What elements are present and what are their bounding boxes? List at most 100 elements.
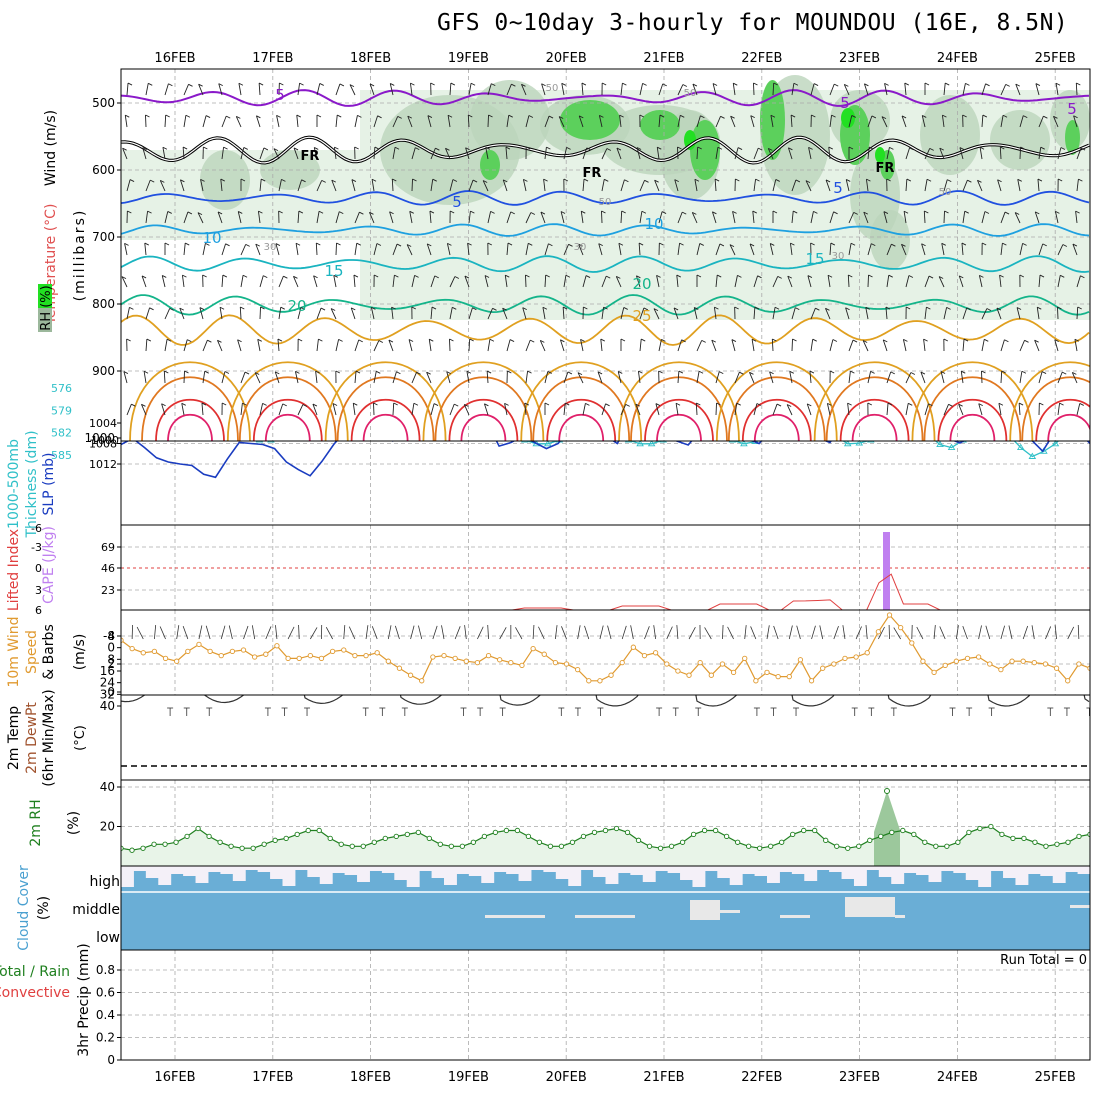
wind-barb-flag (283, 275, 288, 279)
wind-barb-flag (293, 275, 298, 279)
wind-barb (183, 211, 189, 224)
thickness-marker (176, 389, 182, 394)
wind-barb (905, 179, 908, 192)
wind-barb-flag (169, 308, 174, 311)
wind-barb (1054, 211, 1059, 224)
wind-barb-flag (790, 242, 795, 246)
thickness-marker (383, 392, 389, 397)
wind10m-barb (584, 625, 590, 640)
wind-barb-flag (883, 339, 888, 343)
wind-barb-flag (339, 83, 345, 87)
wind-barb-flag (605, 403, 610, 407)
wind-barb (506, 84, 512, 96)
wind-barb (335, 211, 340, 224)
wind-barb-flag (521, 83, 526, 87)
cloud-high-gap (580, 866, 594, 870)
wind10m-barb (865, 625, 868, 640)
wind-barb-flag (601, 82, 607, 86)
cape-bar (883, 532, 890, 610)
cloud-high-gap (444, 866, 457, 885)
contour-15 (121, 255, 1090, 273)
wind-barb (525, 371, 529, 384)
wind-barb (240, 371, 246, 384)
cloud-high-gap (419, 866, 433, 871)
wind10m-barb (499, 627, 507, 640)
wind-barb (886, 275, 890, 288)
wind-barb-flag (1021, 370, 1027, 374)
wind-barb (145, 114, 147, 128)
wind-speed-marker (764, 669, 770, 676)
wind-barb (506, 339, 511, 352)
wind-barb-flag (125, 114, 130, 118)
rh-marker (602, 827, 609, 834)
wind-barb-flag (354, 146, 359, 150)
rh-marker (690, 831, 697, 838)
wind10m-barb (561, 626, 567, 640)
wind-barb-flag (563, 178, 569, 182)
thickness-marker (695, 416, 701, 421)
wind-barb-flag (805, 180, 811, 184)
wind-barb-flag (1035, 211, 1040, 215)
wind-barb (752, 211, 755, 224)
wind-barb (862, 340, 869, 352)
wind-barb (259, 306, 261, 320)
slp-tick-label: 1012 (89, 458, 117, 471)
wind-speed-marker (575, 666, 581, 673)
wind-barb (598, 243, 603, 256)
wind-barb-flag (1022, 243, 1027, 246)
wind-speed-marker (318, 655, 325, 662)
wind-barb (293, 276, 299, 288)
wind-barb (654, 180, 660, 192)
wind10m-barb (394, 625, 400, 640)
wind-barb-flag (604, 178, 609, 182)
wind-barb (522, 179, 527, 192)
wind-barb-flag (700, 115, 705, 119)
wind-barb-flag (661, 211, 667, 214)
axis-tick-label: 0.6 (96, 986, 115, 1000)
thickness-marker (267, 441, 275, 443)
wind-barb-flag (1039, 402, 1044, 406)
wind-barb-flag (769, 371, 774, 375)
wind-barb-flag (807, 403, 812, 407)
wind-barb-flag (999, 274, 1004, 278)
wind-barb (713, 307, 717, 320)
wind-barb-flag (505, 146, 511, 150)
cloud-high-gap (183, 866, 197, 876)
wind-barb-flag (962, 114, 967, 118)
wind-speed-marker (263, 651, 269, 657)
contour-5 (121, 190, 1090, 206)
wind-barb-flag (449, 338, 454, 342)
wind-barb (126, 179, 131, 192)
cloud-axis-label: Cloud Cover (16, 865, 32, 951)
wind-barb-flag (369, 83, 375, 87)
wind-barb-flag (1074, 338, 1080, 342)
wind-barb-flag (166, 338, 172, 342)
wind-barb-flag (1037, 178, 1043, 182)
precip-panel: 0.80.60.40.20 Run Total = 0 Total / Rain… (0, 943, 1091, 1067)
wind10m-barb (796, 625, 801, 640)
wind-barb-flag (636, 275, 641, 279)
wind-barbs (121, 82, 1086, 416)
surface-contour-lobe (129, 361, 251, 441)
wind-barb (639, 339, 642, 352)
wind-barb (1000, 243, 1003, 256)
upper-grid (121, 69, 1090, 441)
wind-barb (729, 244, 736, 256)
wind-barb (787, 147, 793, 160)
wind10m-barb (554, 625, 558, 640)
wind-barb-flag (548, 115, 554, 119)
wind-barb-flag (938, 276, 944, 279)
wind10m-barb (348, 626, 356, 640)
wind-speed-marker (586, 678, 592, 684)
wind-barb (1000, 211, 1006, 224)
wind-speed-marker (987, 661, 993, 667)
li-series-line (121, 573, 1087, 610)
wind-barb (297, 307, 302, 320)
wind-barb (772, 179, 777, 192)
wind-barb (921, 115, 926, 128)
wind-barb-flag (205, 242, 210, 246)
wind-barb-flag (141, 403, 146, 407)
wind-barb (464, 275, 470, 288)
wind-barb (369, 212, 375, 224)
wind10m-barb (933, 625, 936, 640)
